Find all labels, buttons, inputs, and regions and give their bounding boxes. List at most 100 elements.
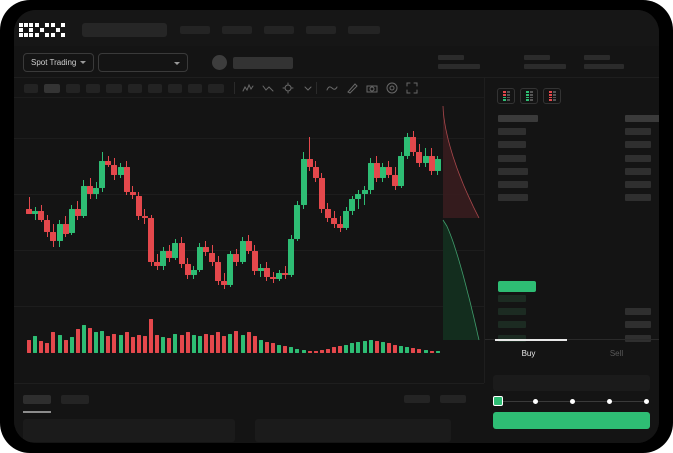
compare-icon[interactable] <box>262 82 274 94</box>
timeframe-5m[interactable] <box>44 84 60 93</box>
fullscreen-icon[interactable] <box>406 82 418 94</box>
order-book-ask-amount[interactable] <box>625 167 651 175</box>
mode-icon-tick <box>525 93 529 96</box>
order-book-ask-price[interactable] <box>498 141 526 149</box>
candle <box>288 98 295 310</box>
volume-bar <box>167 338 172 353</box>
volume-bar <box>332 346 336 353</box>
bottom-action-2[interactable] <box>440 395 466 403</box>
candle-body <box>404 136 411 156</box>
order-book-bid-price[interactable] <box>498 295 526 302</box>
volume-bar <box>106 336 111 353</box>
volume-bar <box>155 334 160 353</box>
volume-bar <box>405 346 410 353</box>
alert-icon[interactable] <box>386 82 398 94</box>
order-book-ask-amount[interactable] <box>625 115 659 122</box>
candle <box>184 98 191 310</box>
candle <box>410 98 417 310</box>
volume-bar <box>81 325 86 353</box>
percent-slider-stop-50[interactable] <box>569 398 575 404</box>
okx-logo[interactable] <box>19 22 65 37</box>
nav-pill-1[interactable] <box>180 26 210 34</box>
candle <box>209 98 215 310</box>
pair-select[interactable] <box>98 53 188 72</box>
percent-slider-stop-75[interactable] <box>606 398 612 404</box>
mode-icon-col-a <box>548 91 552 101</box>
candle-body <box>318 178 325 209</box>
app-header <box>14 10 659 46</box>
order-book-ask-price[interactable] <box>498 167 528 175</box>
order-book-bid-amount[interactable] <box>625 321 651 329</box>
volume-bar <box>185 332 190 353</box>
nav-pill-5[interactable] <box>348 26 380 34</box>
candle <box>74 98 81 310</box>
tab-order-history[interactable] <box>61 395 89 404</box>
volume-bar <box>161 337 166 353</box>
market-type-dropdown[interactable]: Spot Trading <box>23 53 95 72</box>
timeframe-15m[interactable] <box>66 84 80 93</box>
order-book-ask-price[interactable] <box>498 115 538 122</box>
nav-pill-3[interactable] <box>264 26 294 34</box>
timeframe-more[interactable] <box>208 84 224 93</box>
amount-input[interactable] <box>493 375 650 391</box>
order-book-bid-price[interactable] <box>498 321 526 329</box>
candle-body <box>87 186 93 194</box>
timeframe-30m[interactable] <box>86 84 100 93</box>
timeframe-4h[interactable] <box>128 84 142 93</box>
orderbook-mode-asks-icon[interactable] <box>543 88 561 104</box>
indicators-icon[interactable] <box>242 82 254 94</box>
order-book-ask-amount[interactable] <box>625 128 651 136</box>
order-book-ask-amount[interactable] <box>625 181 651 188</box>
price-chart[interactable] <box>14 98 484 383</box>
candle-body <box>282 273 289 276</box>
timeframe-1w[interactable] <box>168 84 182 93</box>
line-chart-icon[interactable] <box>326 82 338 94</box>
order-book-ask-amount[interactable] <box>625 141 651 149</box>
orderbook-mode-both-icon[interactable] <box>497 88 515 104</box>
percent-slider-stop-100[interactable] <box>643 398 649 404</box>
order-book-ask-amount[interactable] <box>625 154 651 162</box>
candle <box>331 98 337 310</box>
order-book-bid-amount[interactable] <box>625 308 651 316</box>
candle <box>373 98 380 310</box>
order-book-ask-price[interactable] <box>498 154 526 162</box>
candle-body <box>135 195 142 217</box>
drawing-tools-icon[interactable] <box>346 82 358 94</box>
order-book-ask-price[interactable] <box>498 128 526 136</box>
percent-slider-handle[interactable] <box>493 396 503 406</box>
candle-body <box>276 273 283 280</box>
submit-buy-button[interactable] <box>493 412 650 429</box>
candle-body <box>270 277 276 280</box>
search-input[interactable] <box>82 23 167 37</box>
order-book-bid-amount[interactable] <box>625 334 651 342</box>
candle <box>80 98 87 310</box>
candle-wick <box>309 136 311 171</box>
candle <box>343 98 350 310</box>
tab-open-orders[interactable] <box>23 395 51 404</box>
timeframe-1h[interactable] <box>106 84 122 93</box>
candle-body <box>117 167 124 175</box>
tab-buy[interactable]: Buy <box>485 340 572 366</box>
order-book-bid-price[interactable] <box>498 308 526 316</box>
settings-gear-icon[interactable] <box>282 82 294 94</box>
candle <box>398 98 405 310</box>
order-book-bid-price[interactable] <box>498 334 526 342</box>
orderbook-mode-bids-icon[interactable] <box>520 88 538 104</box>
candle-body <box>160 250 167 266</box>
order-book-ask-price[interactable] <box>498 194 528 202</box>
tab-sell[interactable]: Sell <box>573 340 659 366</box>
nav-pill-4[interactable] <box>306 26 336 34</box>
timeframe-1d[interactable] <box>148 84 162 93</box>
nav-pill-2[interactable] <box>222 26 252 34</box>
timeframe-1M[interactable] <box>188 84 202 93</box>
candle <box>404 98 411 310</box>
order-book-ask-amount[interactable] <box>625 194 651 202</box>
bottom-action-1[interactable] <box>404 395 430 403</box>
camera-icon[interactable] <box>366 82 378 94</box>
candle-body <box>26 208 32 215</box>
timeframe-1m[interactable] <box>24 84 38 93</box>
order-book-ask-price[interactable] <box>498 181 528 188</box>
volume-bar <box>435 350 440 353</box>
chevron-down-icon[interactable] <box>302 82 314 94</box>
percent-slider-stop-25[interactable] <box>532 398 538 404</box>
